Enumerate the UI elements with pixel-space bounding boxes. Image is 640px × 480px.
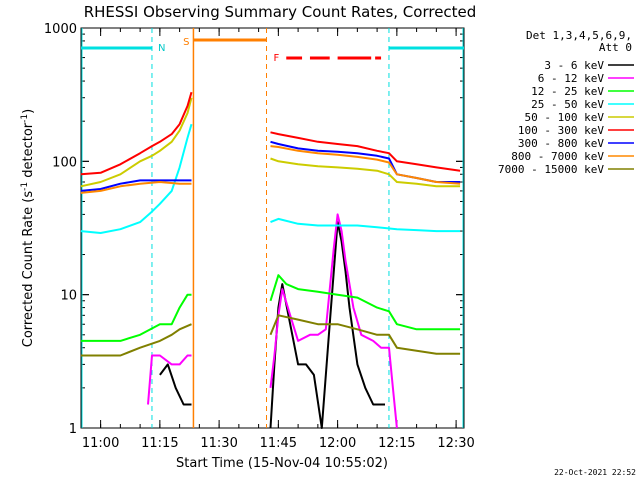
x-tick-label: 12:00 [319, 436, 356, 451]
series-line [147, 213, 398, 429]
series-line [80, 145, 461, 194]
legend-label: 3 - 6 keV [544, 59, 604, 72]
series-line [80, 314, 461, 357]
y-label-part-c: ) [21, 109, 36, 114]
legend-label: 6 - 12 keV [538, 72, 605, 85]
instrument-flags: N S F [81, 28, 464, 428]
x-tick-label: 12:15 [378, 436, 415, 451]
y-label-part-a: Corrected Count Rate (s [21, 191, 36, 348]
x-tick-label: 11:45 [260, 436, 297, 451]
legend-label: 50 - 100 keV [525, 111, 605, 124]
x-tick-label: 11:00 [82, 436, 119, 451]
y-tick-label: 1 [69, 422, 77, 437]
footer-date: 22-Oct-2021 22:52 [554, 468, 636, 477]
x-axis-label: Start Time (15-Nov-04 10:55:02) [176, 456, 388, 471]
legend-label: 800 - 7000 keV [511, 150, 604, 163]
series-layer [80, 91, 461, 429]
series-line [159, 221, 385, 429]
y-label-sup-b: -1 [20, 114, 30, 123]
x-tick-label: 11:30 [200, 436, 237, 451]
legend-label: 7000 - 15000 keV [498, 163, 604, 176]
y-axis-label: Corrected Count Rate (s-1 detector-1) [20, 109, 36, 347]
saa-flag-label: S [183, 37, 189, 48]
x-tick-labels: 11:00 11:15 11:30 11:45 12:00 12:15 12:30 [82, 436, 475, 451]
legend-header-line2: Att 0 [599, 41, 632, 54]
legend-label: 12 - 25 keV [531, 85, 604, 98]
y-tick-label: 1000 [44, 22, 77, 37]
plot-frame [80, 27, 465, 429]
night-flag-label: N [158, 43, 165, 54]
series-line [80, 274, 461, 342]
legend-header-line1: Det 1,3,4,5,6,9, [526, 29, 632, 42]
y-tick-label: 10 [60, 289, 77, 304]
legend-label: 25 - 50 keV [531, 98, 604, 111]
y-label-part-b: detector [21, 122, 36, 182]
series-line [80, 91, 461, 176]
x-tick-label: 11:15 [141, 436, 178, 451]
x-tick-label: 12:30 [437, 436, 474, 451]
y-tick-labels: 1 10 100 1000 [44, 22, 77, 437]
legend-label: 100 - 300 keV [518, 124, 604, 137]
series-line [80, 97, 461, 188]
chart-title: RHESSI Observing Summary Count Rates, Co… [84, 3, 477, 21]
series-line [80, 123, 461, 234]
flare-flag-label: F [274, 53, 280, 64]
legend-label: 300 - 800 keV [518, 137, 604, 150]
y-tick-label: 100 [52, 155, 77, 170]
y-label-sup-a: -1 [20, 182, 30, 191]
